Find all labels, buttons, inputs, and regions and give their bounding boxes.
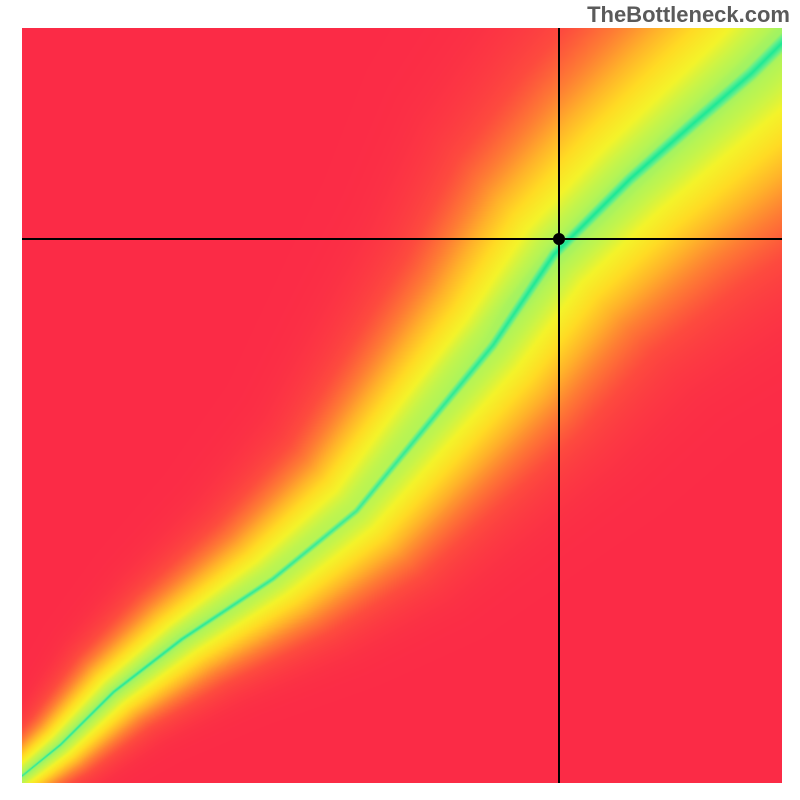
chart-container: TheBottleneck.com [0,0,800,800]
crosshair-horizontal [22,238,782,240]
attribution-text: TheBottleneck.com [587,2,790,28]
heatmap-canvas [22,28,782,783]
crosshair-vertical [558,28,560,783]
heatmap-area [22,28,782,783]
crosshair-marker [553,233,565,245]
